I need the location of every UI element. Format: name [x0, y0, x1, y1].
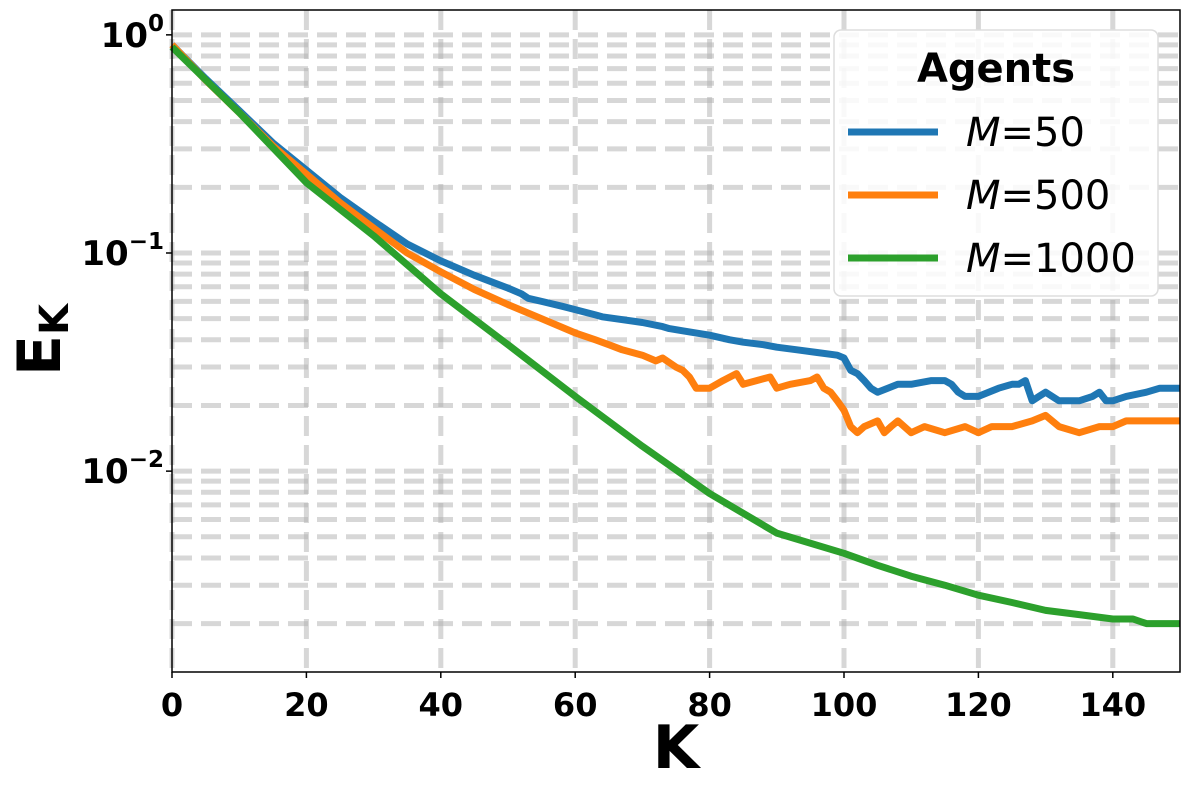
y-tick-label: 10−2: [81, 447, 164, 492]
legend-label-value: =500: [1001, 173, 1111, 219]
series-lines: [169, 42, 1180, 628]
x-tick-label: 120: [945, 686, 1012, 724]
x-tick-label: 60: [553, 686, 598, 724]
legend-label-value: =1000: [1001, 236, 1136, 282]
plot-frame: [171, 9, 1181, 673]
series-line-2: [169, 42, 1180, 437]
legend-label-variable: M: [966, 173, 1001, 219]
x-tick-label: 100: [811, 686, 878, 724]
y-tick-label-base: 10: [81, 234, 128, 274]
legend-label-3: M=1000: [966, 236, 1136, 282]
x-axis-title: K: [653, 713, 702, 783]
legend-label-1: M=50: [966, 110, 1085, 156]
legend-label-variable: M: [966, 110, 1001, 156]
legend-label-value: =50: [1001, 110, 1085, 156]
y-tick-label-base: 10: [101, 16, 148, 56]
y-tick-label-exponent: −1: [129, 229, 164, 255]
grid-lines: [169, 10, 1180, 672]
y-tick-label: 100: [101, 11, 164, 56]
series-line-1: [169, 42, 1180, 405]
y-axis-title-subscript: K: [32, 302, 78, 335]
y-tick-label-exponent: 0: [148, 11, 164, 37]
y-tick-label-exponent: −2: [129, 447, 164, 473]
x-tick-label: 0: [161, 686, 183, 724]
legend-label-variable: M: [966, 236, 1001, 282]
x-tick-label: 20: [284, 686, 329, 724]
legend-box: [833, 29, 1159, 297]
y-axis-title: EK: [5, 302, 78, 376]
y-tick-label-base: 10: [81, 452, 128, 492]
x-tick-label: 40: [419, 686, 464, 724]
x-tick-label: 80: [687, 686, 732, 724]
axes: [171, 9, 1181, 673]
y-axis-title-main: E: [5, 335, 75, 376]
series-line-3: [169, 44, 1180, 628]
y-tick-label: 10−1: [81, 229, 164, 274]
legend-label-2: M=500: [966, 173, 1110, 219]
x-tick-label: 140: [1079, 686, 1146, 724]
legend-title: Agents: [917, 46, 1075, 92]
